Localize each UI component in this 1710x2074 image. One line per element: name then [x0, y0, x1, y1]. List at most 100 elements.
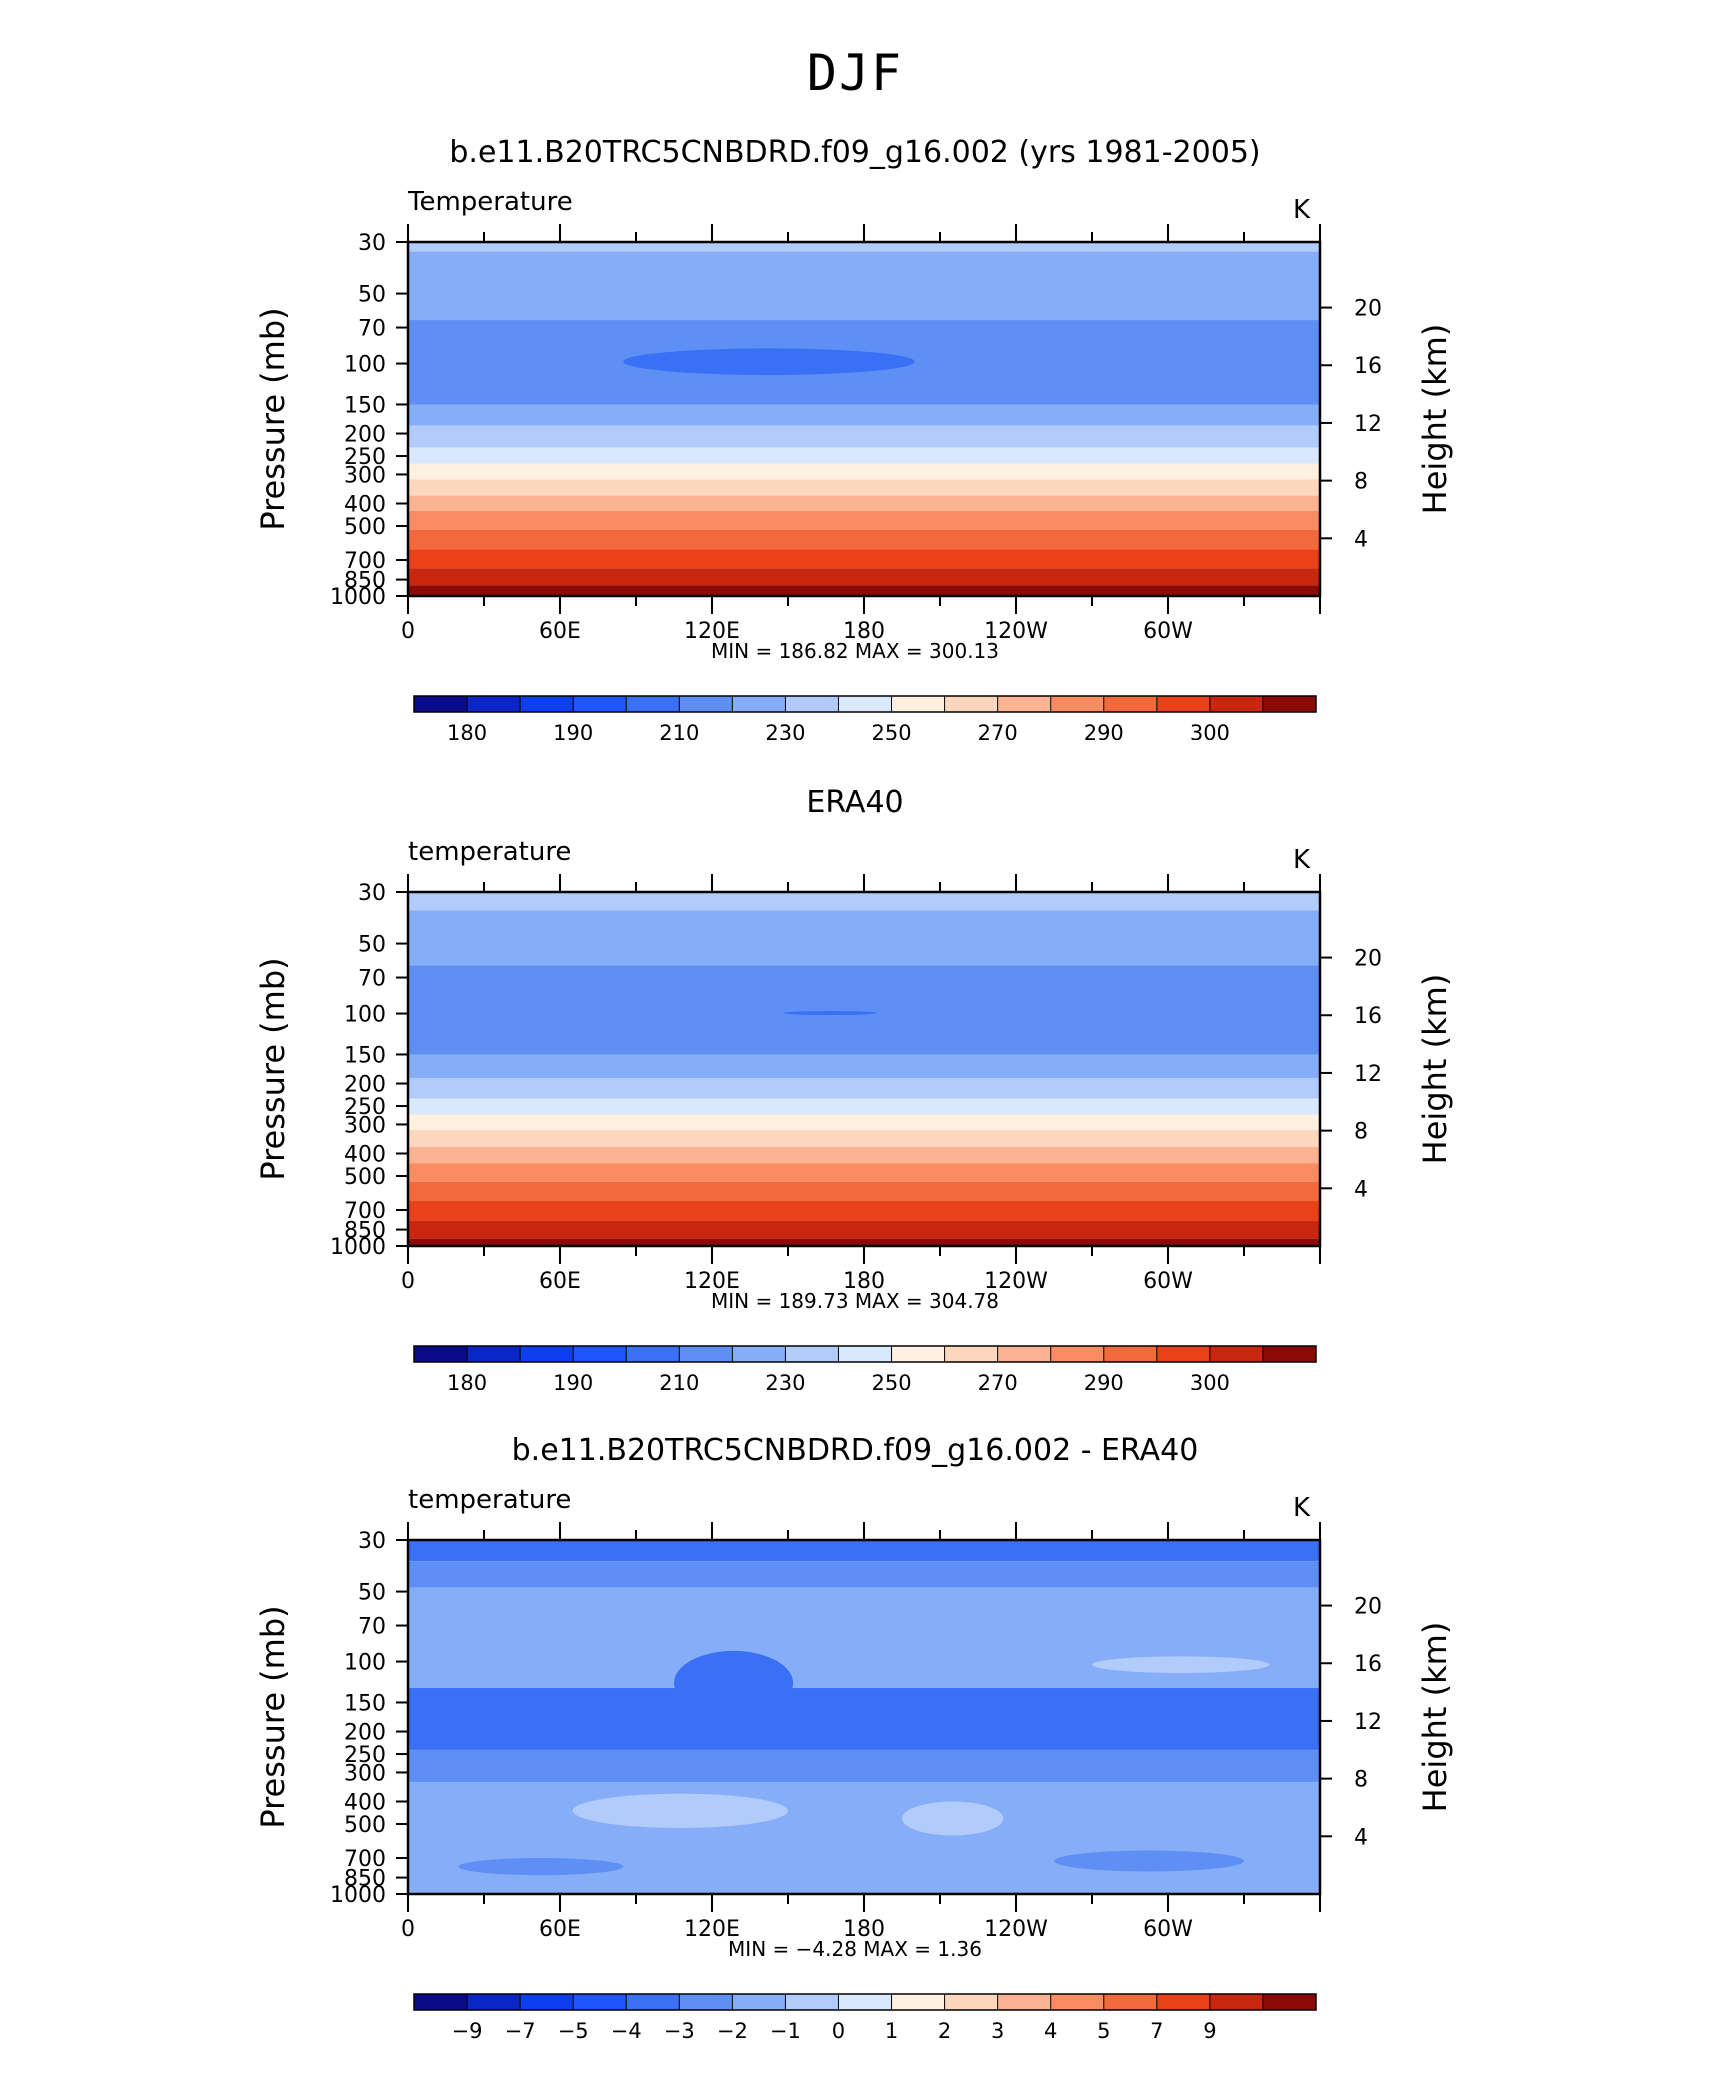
contour-band: [408, 495, 1320, 511]
colorbar-swatch: [997, 696, 1052, 712]
y-tick-label: 250: [344, 1743, 386, 1768]
x-tick-label: 120E: [684, 1917, 740, 1942]
colorbar-label: −9: [452, 2019, 483, 2043]
colorbar-swatch: [1209, 696, 1264, 712]
y-tick-label: 300: [344, 463, 386, 488]
y-tick-label: 700: [344, 1199, 386, 1224]
contour-fill: [408, 892, 1320, 1246]
y-tick-label: 400: [344, 1790, 386, 1815]
contour-feature: [458, 1857, 624, 1876]
colorbar-label: 190: [553, 1371, 593, 1390]
colorbar-label: 7: [1150, 2019, 1163, 2043]
colorbar-swatch: [838, 1994, 893, 2010]
y-tick-label: 850: [344, 1867, 386, 1892]
colorbar-swatch: [679, 696, 733, 712]
y-right-tick-label: 20: [1354, 297, 1382, 322]
colorbar-swatch: [838, 1346, 893, 1362]
contour-band: [408, 892, 1320, 911]
x-tick-label: 180: [843, 1269, 885, 1294]
panel-title: b.e11.B20TRC5CNBDRD.f09_g16.002 - ERA40: [512, 1433, 1199, 1468]
y-tick-label: 200: [344, 423, 386, 448]
contour-band: [408, 1054, 1320, 1079]
panel-difference: b.e11.B20TRC5CNBDRD.f09_g16.002 - ERA40 t…: [0, 1418, 1710, 2058]
y-tick-label: 1000: [330, 1883, 386, 1908]
x-tick-label: 60W: [1143, 1917, 1193, 1942]
contour-band: [408, 1609, 1320, 1689]
contour-feature: [572, 1793, 788, 1828]
colorbar-swatch: [467, 1346, 521, 1362]
contour-band: [408, 1238, 1320, 1246]
colorbar-label: −3: [664, 2019, 695, 2043]
contour-band: [408, 251, 1320, 321]
x-tick-label: 120E: [684, 1269, 740, 1294]
colorbar-swatch: [997, 1994, 1052, 2010]
colorbar-label: 210: [659, 1371, 699, 1390]
colorbar-swatch: [785, 1994, 839, 2010]
y-tick-label: 500: [344, 515, 386, 540]
colorbar-swatch: [1156, 696, 1211, 712]
x-tick-label: 120W: [984, 619, 1048, 644]
colorbar-swatch: [573, 696, 627, 712]
colorbar-swatch: [1262, 1994, 1317, 2010]
colorbar-swatch: [414, 1994, 468, 2010]
x-tick-label: 0: [401, 1917, 415, 1942]
y-tick-label: 1000: [330, 585, 386, 610]
y-right-tick-label: 20: [1354, 1595, 1382, 1620]
contour-band: [408, 1098, 1320, 1115]
y-right-tick-label: 12: [1354, 1710, 1382, 1735]
min-max-stats: MIN = 186.82 MAX = 300.13: [711, 639, 999, 663]
contour-band: [408, 1749, 1320, 1783]
colorbar-label: 290: [1084, 721, 1124, 740]
y-tick-label: 300: [344, 1113, 386, 1138]
x-tick-label: 120E: [684, 619, 740, 644]
units-label: K: [1293, 845, 1311, 875]
y-tick-label: 250: [344, 1095, 386, 1120]
contour-band: [408, 1540, 1320, 1562]
y-tick-label: 300: [344, 1761, 386, 1786]
colorbar-label: 290: [1084, 1371, 1124, 1390]
y-right-tick-label: 4: [1354, 1825, 1368, 1850]
y-tick-label: 250: [344, 445, 386, 470]
colorbar-swatch: [944, 1994, 999, 2010]
contour-band: [408, 510, 1320, 530]
y-tick-label: 200: [344, 1721, 386, 1746]
colorbar-swatch: [573, 1994, 627, 2010]
contour-band: [408, 549, 1320, 569]
contour-band: [408, 1146, 1320, 1164]
contour-band: [408, 1688, 1320, 1750]
colorbar-swatch: [732, 1346, 786, 1362]
colorbar-label: −7: [505, 2019, 536, 2043]
colorbar-frame: [413, 1345, 1317, 1363]
variable-label: Temperature: [407, 187, 573, 217]
y-tick-label: 700: [344, 549, 386, 574]
contour-band: [408, 910, 1320, 966]
x-tick-label: 120W: [984, 1269, 1048, 1294]
colorbar-swatch: [573, 1346, 627, 1362]
y-tick-label: 150: [344, 1691, 386, 1716]
colorbar-swatch: [1050, 1994, 1105, 2010]
colorbar-label: 180: [447, 1371, 487, 1390]
contour-band: [408, 404, 1320, 426]
y-tick-label: 30: [358, 1529, 386, 1554]
colorbar-swatch: [891, 1346, 946, 1362]
panel-model: b.e11.B20TRC5CNBDRD.f09_g16.002 (yrs 198…: [0, 120, 1710, 745]
y-tick-label: 850: [344, 1219, 386, 1244]
y-right-tick-label: 12: [1354, 1062, 1382, 1087]
colorbar-label: 2: [938, 2019, 951, 2043]
colorbar-swatch: [679, 1346, 733, 1362]
contour-band: [408, 1130, 1320, 1147]
y-tick-label: 100: [344, 353, 386, 378]
colorbar-swatch: [944, 696, 999, 712]
y-right-axis-label: Height (km): [1416, 324, 1454, 515]
contour-feature: [623, 348, 915, 375]
y-right-tick-label: 12: [1354, 412, 1382, 437]
y-tick-label: 100: [344, 1651, 386, 1676]
colorbar-label: 230: [765, 721, 805, 740]
y-tick-label: 500: [344, 1165, 386, 1190]
y-right-tick-label: 4: [1354, 527, 1368, 552]
chart-model-temperature: b.e11.B20TRC5CNBDRD.f09_g16.002 (yrs 198…: [254, 135, 1454, 745]
colorbar-label: 3: [991, 2019, 1004, 2043]
colorbar-swatch: [732, 696, 786, 712]
y-axis-label: Pressure (mb): [254, 307, 292, 530]
y-tick-label: 100: [344, 1003, 386, 1028]
